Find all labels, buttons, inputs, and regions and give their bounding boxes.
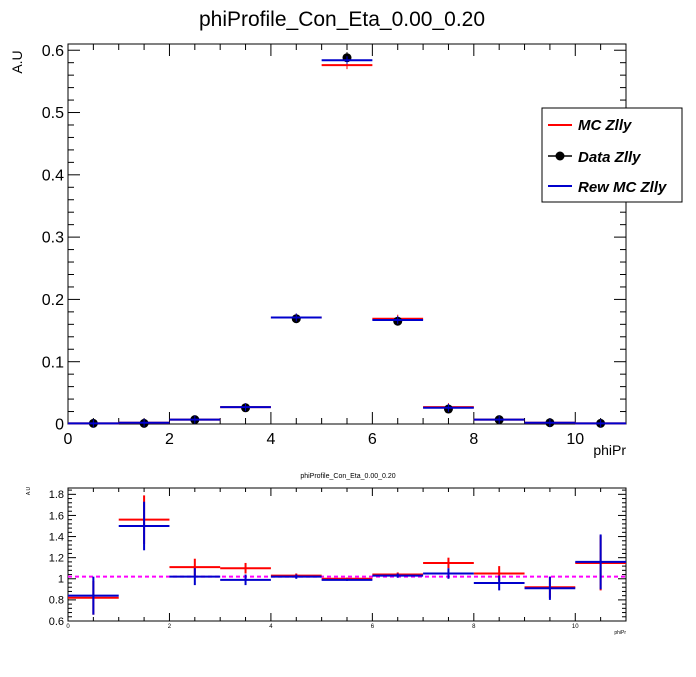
- ratio-y-tick-label: 1.4: [49, 531, 64, 543]
- ratio-y-axis-label: A.U: [26, 486, 32, 495]
- ratio-x-tick-label: 6: [371, 624, 375, 630]
- legend-label-data: Data Zlly: [578, 149, 641, 166]
- main-x-tick-label: 6: [368, 431, 377, 448]
- legend-label-rew: Rew MC Zlly: [578, 179, 667, 196]
- main-x-tick-label: 8: [469, 431, 478, 448]
- main-y-tick-label: 0.6: [42, 43, 64, 60]
- ratio-y-tick-label: 1.8: [49, 489, 64, 501]
- main-y-tick-label: 0.1: [42, 354, 64, 371]
- ratio-y-tick-label: 1: [58, 574, 64, 586]
- main-y-axis-label: A.U: [9, 50, 25, 73]
- ratio-x-tick-label: 0: [66, 624, 70, 630]
- ratio-y-tick-label: 0.8: [49, 595, 64, 607]
- main-y-tick-label: 0.4: [42, 167, 64, 184]
- legend-label-mc: MC Zlly: [578, 117, 632, 134]
- ratio-y-tick-label: 0.6: [49, 616, 64, 628]
- main-x-axis-label: phiPr: [593, 442, 626, 458]
- main-chart-title: phiProfile_Con_Eta_0.00_0.20: [199, 8, 485, 31]
- main-x-tick-label: 0: [64, 431, 73, 448]
- ratio-x-tick-label: 8: [472, 624, 476, 630]
- main-y-tick-label: 0: [55, 417, 64, 434]
- main-x-tick-label: 2: [165, 431, 174, 448]
- main-y-tick-label: 0.2: [42, 292, 64, 309]
- main-x-tick-label: 10: [566, 431, 584, 448]
- main-x-tick-label: 4: [266, 431, 275, 448]
- ratio-y-tick-label: 1.2: [49, 553, 64, 565]
- ratio-x-tick-label: 4: [269, 624, 273, 630]
- ratio-x-tick-label: 10: [572, 624, 579, 630]
- ratio-y-tick-label: 1.6: [49, 510, 64, 522]
- legend: MC Zlly Data Zlly Rew MC Zlly: [541, 107, 683, 203]
- ratio-chart-title: phiProfile_Con_Eta_0.00_0.20: [300, 473, 395, 480]
- ratio-x-tick-label: 2: [168, 624, 172, 630]
- main-y-tick-label: 0.3: [42, 230, 64, 247]
- legend-data-marker: [555, 151, 565, 161]
- main-y-tick-label: 0.5: [42, 105, 64, 122]
- ratio-x-axis-label: phiPr: [614, 630, 626, 636]
